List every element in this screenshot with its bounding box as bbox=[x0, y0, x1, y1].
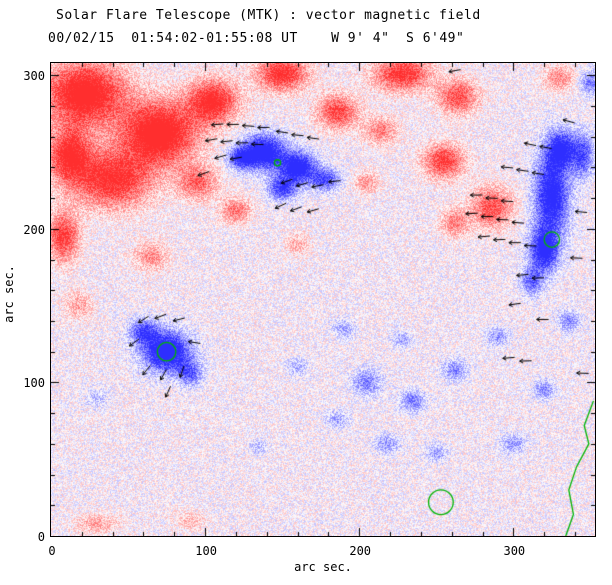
y-tick-label: 200 bbox=[11, 223, 45, 237]
figure-subtitle: 00/02/15 01:54:02-01:55:08 UT W 9' 4" S … bbox=[48, 31, 464, 46]
x-tick-label: 100 bbox=[186, 544, 226, 558]
x-tick-label: 300 bbox=[494, 544, 534, 558]
x-tick-label: 0 bbox=[32, 544, 72, 558]
plot-area: arc sec. arc sec. 0 100 200 300 0 100 200 300 bbox=[50, 62, 596, 537]
x-tick-label: 200 bbox=[340, 544, 380, 558]
y-tick-label: 100 bbox=[11, 376, 45, 390]
y-tick-label: 300 bbox=[11, 69, 45, 83]
solar-flare-figure: Solar Flare Telescope (MTK) : vector mag… bbox=[0, 0, 612, 585]
x-axis-label: arc sec. bbox=[51, 560, 595, 574]
magnetogram-canvas bbox=[51, 63, 595, 536]
y-axis-label: arc sec. bbox=[2, 264, 16, 324]
figure-title: Solar Flare Telescope (MTK) : vector mag… bbox=[56, 8, 481, 23]
y-tick-label: 0 bbox=[11, 530, 45, 544]
